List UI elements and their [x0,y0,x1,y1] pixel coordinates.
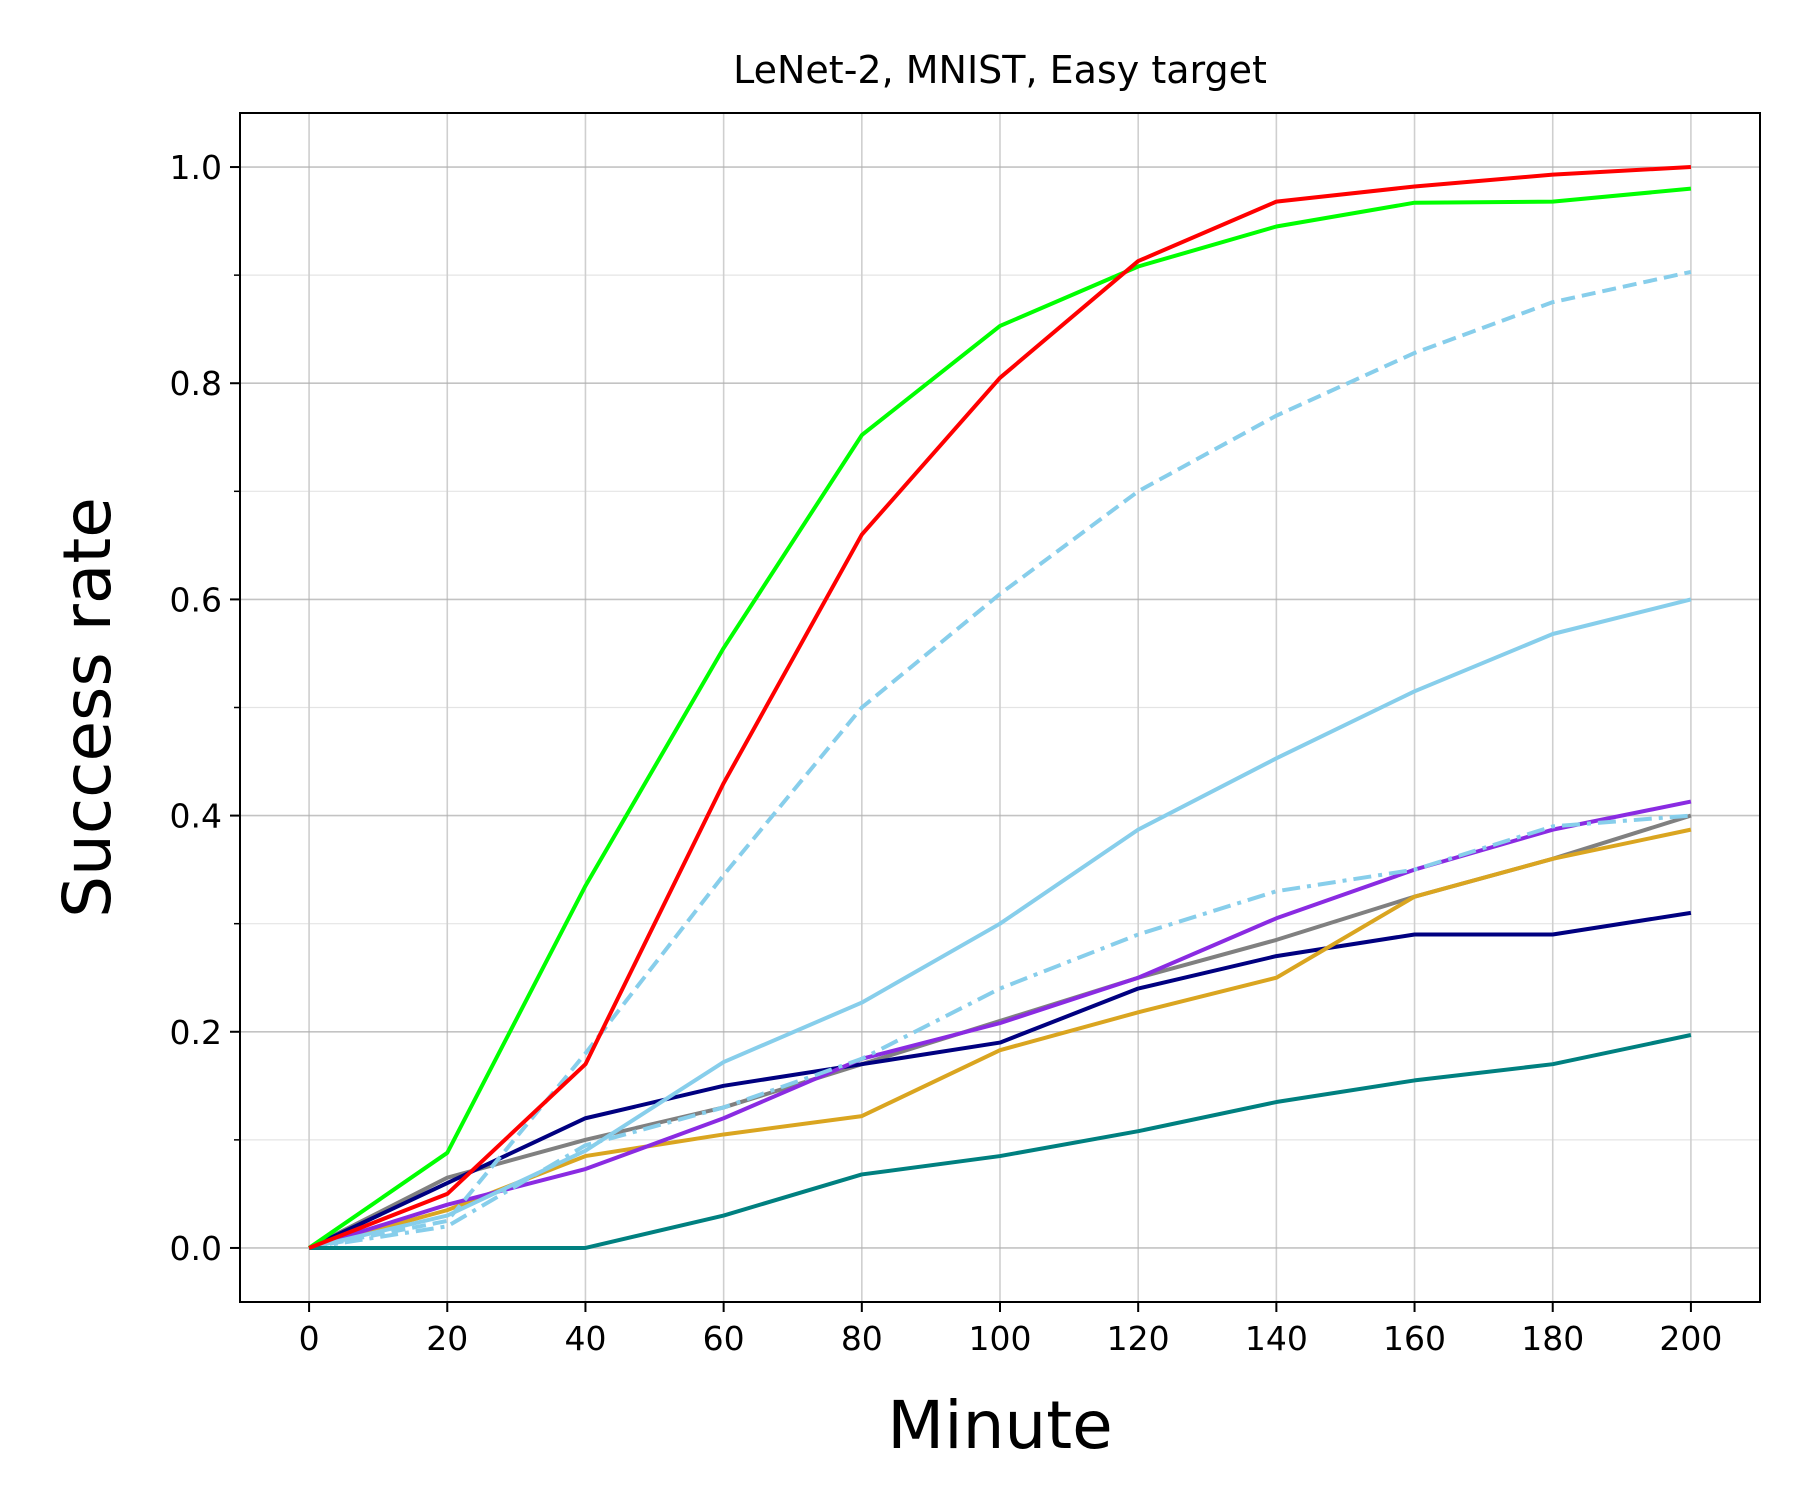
x-axis-label: Minute [887,1387,1112,1464]
x-tick-label: 40 [564,1319,606,1358]
chart-title: LeNet-2, MNIST, Easy target [733,48,1267,92]
series-line-5 [308,813,1692,1250]
series-line-2 [308,910,1692,1250]
x-tick-label: 120 [1107,1319,1170,1358]
series-lines [307,165,1692,1250]
series-line-9 [307,186,1692,1250]
series-line-10 [308,165,1692,1250]
axis-ticks: 0 20 40 60 80 100 120 140 160 180 200 0.0 0.2 0.4 0.6 0… [170,148,1723,1358]
y-tick-label: 0.0 [170,1229,222,1268]
grid [240,113,1760,1302]
x-tick-label: 80 [841,1319,883,1358]
y-axis-label: Success rate [49,497,126,918]
x-tick-label: 160 [1383,1319,1446,1358]
series-line-6 [308,597,1692,1250]
x-tick-label: 0 [299,1319,320,1358]
x-tick-label: 200 [1659,1319,1722,1358]
series-line-8 [309,1033,1692,1250]
x-tick-label: 100 [969,1319,1032,1358]
y-tick-label: 0.2 [170,1013,222,1052]
x-tick-label: 60 [703,1319,745,1358]
y-tick-label: 0.4 [170,797,222,836]
y-tick-label: 1.0 [170,148,222,187]
x-tick-label: 140 [1245,1319,1308,1358]
y-tick-label: 0.6 [170,580,222,619]
x-tick-label: 180 [1521,1319,1584,1358]
y-tick-label: 0.8 [170,364,222,403]
x-tick-label: 20 [426,1319,468,1358]
